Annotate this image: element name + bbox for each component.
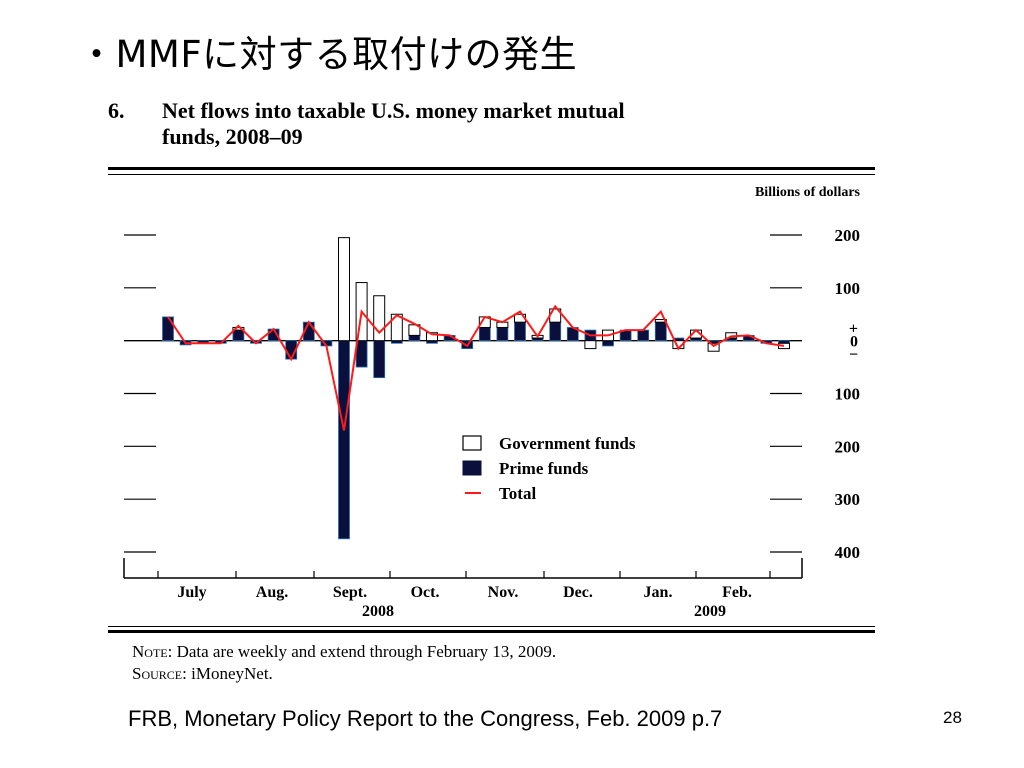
prime-bar	[637, 329, 650, 342]
source-label: Source:	[132, 664, 187, 683]
bottom-rule-thick	[108, 630, 875, 633]
prime-bar	[338, 340, 350, 540]
note-text: Data are weekly and extend through Febru…	[176, 642, 557, 661]
y-tick-label: 200	[835, 437, 861, 456]
top-rule-thick	[108, 167, 875, 170]
prime-bar	[162, 316, 174, 342]
month-label: Feb.	[722, 584, 752, 601]
government-bar	[232, 326, 245, 331]
y-tick-label: −	[849, 347, 858, 364]
prime-bar	[373, 340, 386, 379]
y-tick-label: 100	[835, 279, 861, 298]
y-tick-label: 200	[835, 226, 861, 245]
prime-bar	[408, 334, 421, 342]
prime-bar	[478, 327, 491, 342]
total-line	[167, 304, 785, 431]
prime-bar	[355, 340, 368, 368]
month-label: Aug.	[256, 584, 288, 601]
figure-title-line1: Net flows into taxable U.S. money market…	[162, 98, 625, 123]
top-rule-thin	[108, 174, 875, 175]
y-tick-label: 0	[850, 334, 858, 351]
y-tick-label: 400	[835, 543, 861, 562]
figure-title-line2: funds, 2008–09	[162, 124, 303, 149]
prime-bar	[549, 321, 562, 342]
month-label: Sept.	[333, 584, 367, 601]
page-number: 28	[943, 708, 962, 727]
figure-source: Source: iMoneyNet.	[132, 664, 273, 684]
government-bar	[584, 340, 597, 350]
legend-swatch-prime	[462, 460, 482, 476]
month-label: Oct.	[411, 584, 440, 601]
prime-bar	[514, 321, 526, 342]
legend-label: Total	[499, 484, 536, 503]
y-tick-label: 100	[835, 385, 861, 404]
month-label: Dec.	[563, 584, 593, 601]
prime-bar	[496, 327, 509, 342]
government-bar	[373, 295, 386, 342]
legend-label: Government funds	[499, 434, 636, 453]
legend-swatch-government	[462, 435, 482, 451]
prime-bar	[602, 340, 614, 347]
month-label: Jan.	[644, 584, 673, 601]
legend-label: Prime funds	[499, 459, 589, 478]
year-label: 2008	[362, 603, 394, 620]
note-label: Note:	[132, 642, 173, 661]
y-tick-label: +	[849, 321, 858, 338]
government-bar	[426, 332, 438, 342]
y-tick-label: 300	[835, 490, 861, 509]
bottom-rule-thin	[108, 626, 875, 627]
source-text: iMoneyNet.	[191, 664, 273, 683]
year-label: 2009	[694, 603, 726, 620]
prime-bar	[232, 329, 245, 342]
figure-title: Net flows into taxable U.S. money market…	[162, 98, 842, 150]
month-label: Nov.	[488, 584, 519, 601]
figure-number: 6.	[108, 98, 125, 123]
prime-bar	[654, 321, 667, 342]
unit-label: Billions of dollars	[755, 185, 861, 200]
slide-title: ・MMFに対する取付けの発生	[78, 33, 578, 76]
government-bar	[707, 342, 720, 352]
figure-note: Note: Data are weekly and extend through…	[132, 642, 556, 662]
citation: FRB, Monetary Policy Report to the Congr…	[128, 706, 723, 731]
government-bar	[338, 237, 350, 342]
month-label: July	[177, 584, 206, 601]
